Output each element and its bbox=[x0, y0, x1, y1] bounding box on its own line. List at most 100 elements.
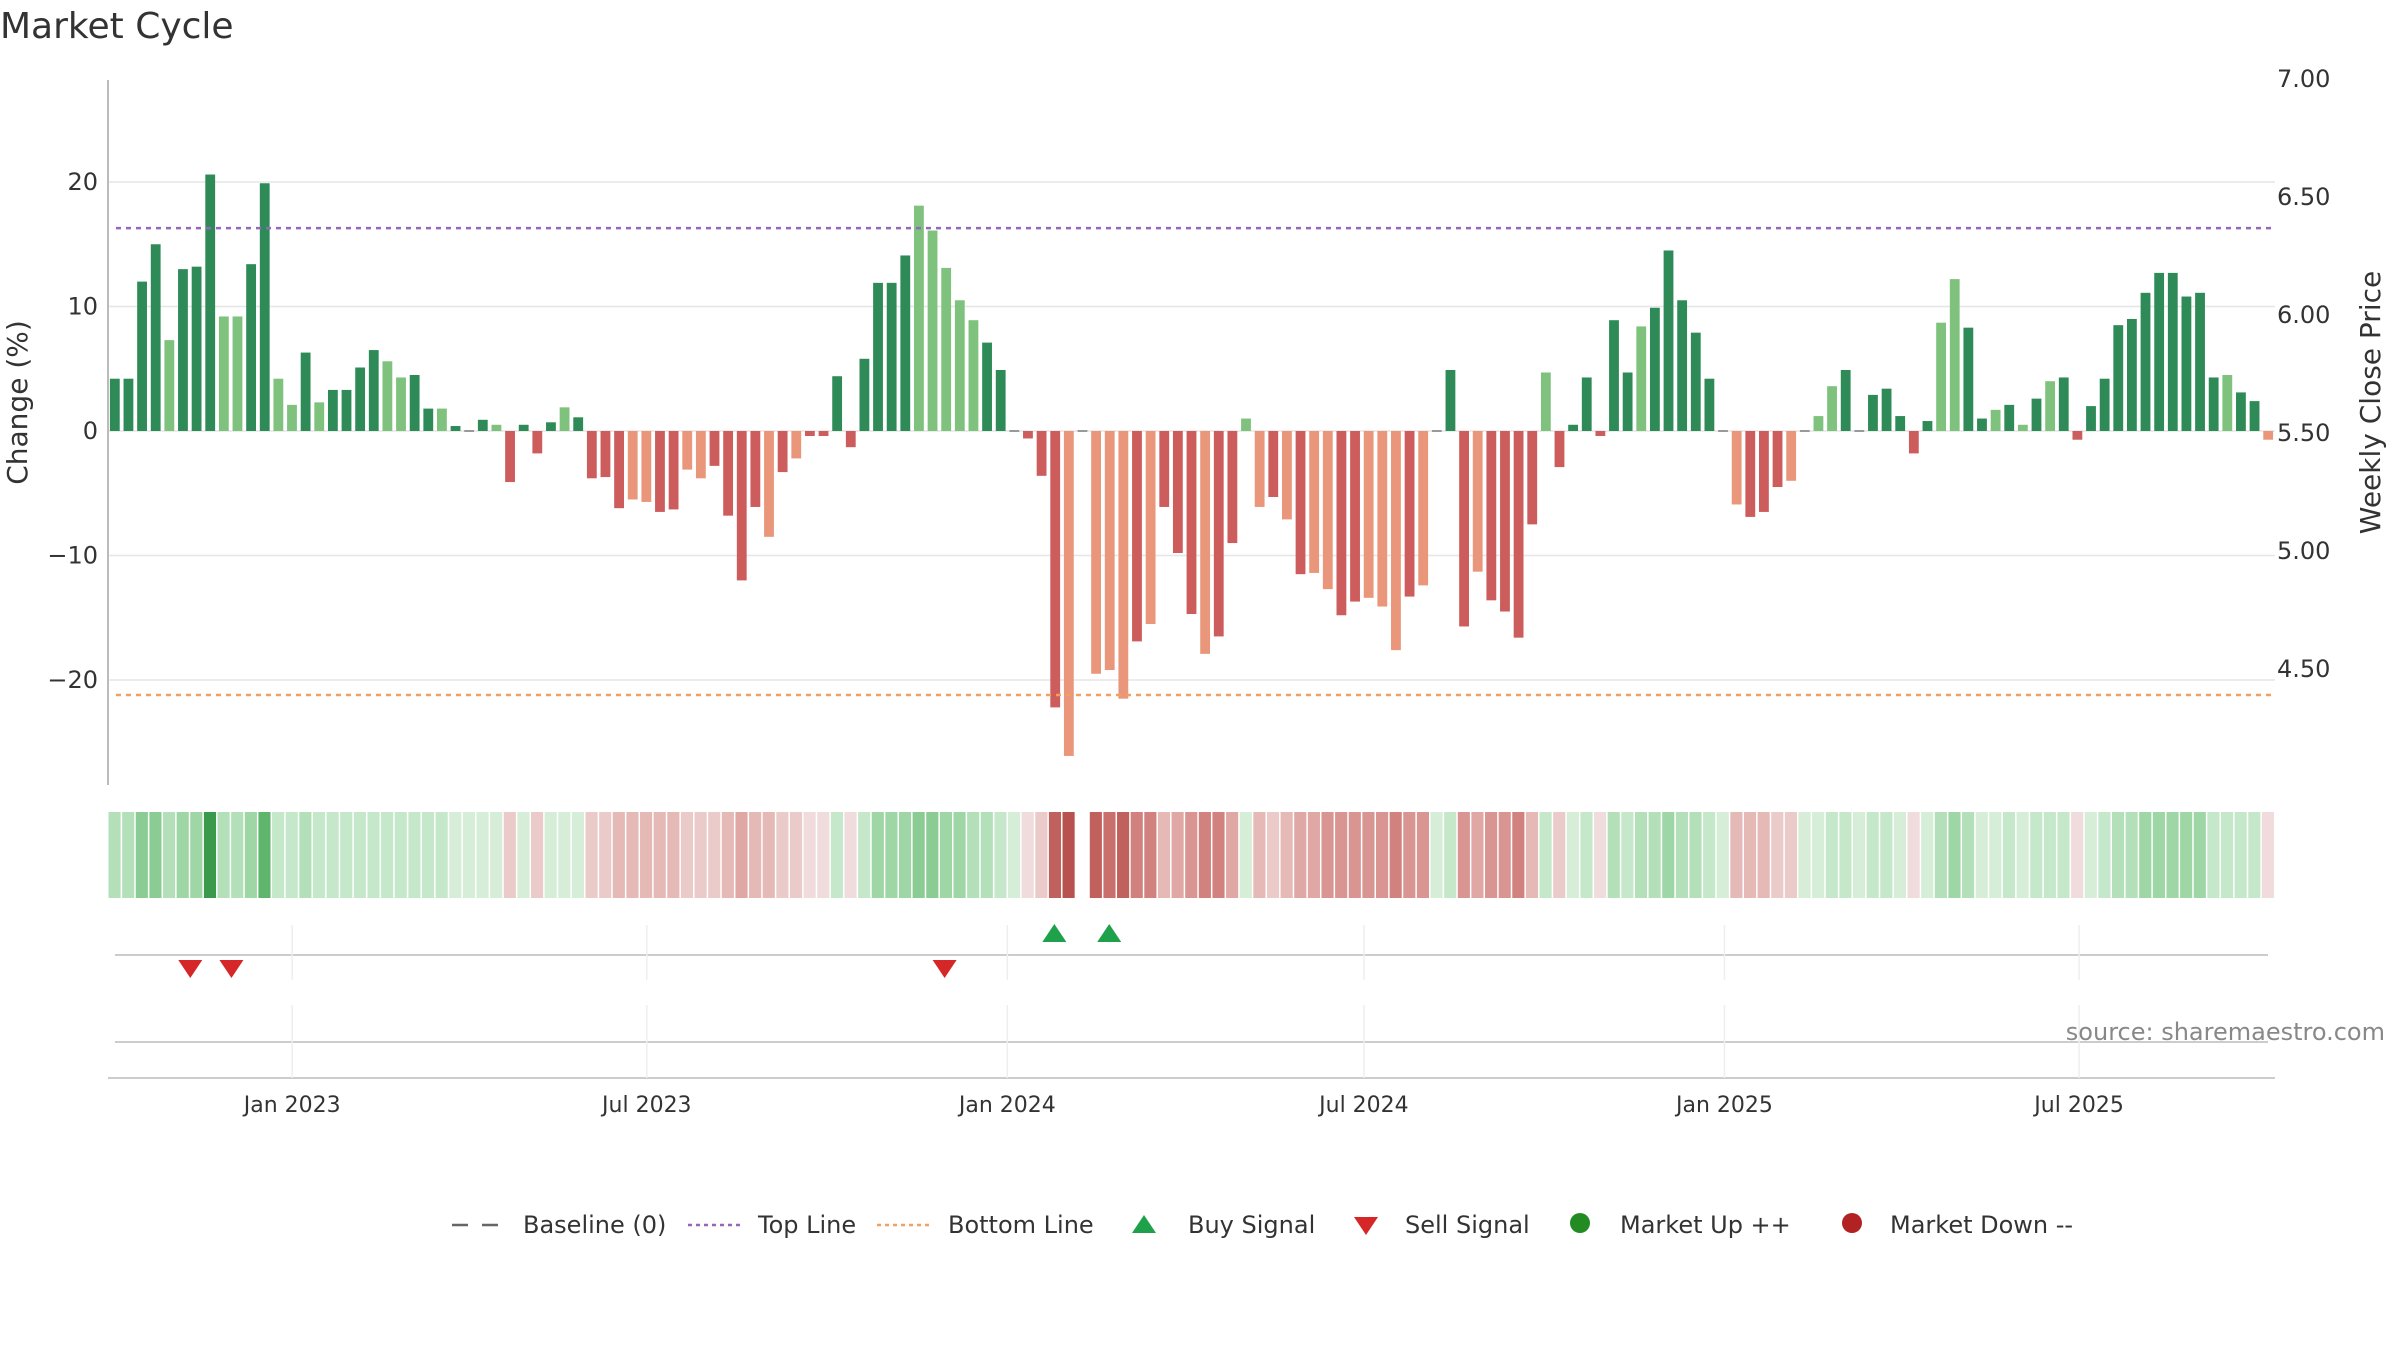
heat-cell bbox=[2207, 812, 2220, 898]
heat-cell bbox=[1403, 812, 1416, 898]
bar bbox=[2222, 374, 2233, 431]
bar bbox=[1799, 430, 1810, 432]
heat-cell bbox=[1798, 812, 1811, 898]
heat-cell bbox=[1921, 812, 1934, 898]
bar bbox=[1241, 418, 1251, 431]
heat-cell bbox=[762, 812, 775, 898]
bar bbox=[2167, 272, 2178, 431]
y-tick-label: 0 bbox=[83, 417, 98, 445]
bar bbox=[1581, 377, 1592, 431]
heat-cell bbox=[1975, 812, 1988, 898]
bar bbox=[1636, 326, 1647, 431]
heat-cell bbox=[1198, 812, 1211, 898]
heat-cell bbox=[1498, 812, 1511, 898]
bar bbox=[1977, 418, 1987, 431]
legend-item-bottom: Bottom Line bbox=[877, 1211, 1094, 1239]
heat-cell bbox=[353, 812, 366, 898]
heat-cell bbox=[871, 812, 884, 898]
y-axis-label-left: Change (%) bbox=[1, 320, 34, 485]
y-tick-label-right: 5.00 bbox=[2277, 537, 2330, 565]
heat-cell bbox=[2030, 812, 2043, 898]
bar bbox=[1486, 431, 1497, 601]
heat-cell bbox=[680, 812, 694, 898]
heat-cell bbox=[1553, 812, 1566, 898]
heat-cell bbox=[694, 812, 707, 898]
heat-cell bbox=[2248, 812, 2261, 898]
heat-cell bbox=[558, 812, 571, 898]
heat-cell bbox=[1784, 812, 1797, 898]
legend-label: Top Line bbox=[757, 1211, 856, 1239]
legend-label: Market Down -- bbox=[1890, 1211, 2073, 1239]
market-heat-strip bbox=[108, 812, 2274, 898]
heat-cell bbox=[2111, 812, 2125, 898]
bar bbox=[109, 378, 120, 431]
legend-label: Market Up ++ bbox=[1620, 1211, 1791, 1239]
heat-cell bbox=[244, 812, 257, 898]
bar bbox=[668, 431, 679, 510]
heat-cell bbox=[1934, 812, 1947, 898]
heat-cell bbox=[1089, 812, 1102, 898]
heat-cell bbox=[1580, 812, 1593, 898]
heat-cell bbox=[1485, 812, 1498, 898]
bar bbox=[859, 358, 870, 431]
circle-icon bbox=[1570, 1213, 1590, 1233]
y-tick-label-right: 5.50 bbox=[2277, 419, 2330, 447]
heat-cell bbox=[272, 812, 285, 898]
bar bbox=[2017, 424, 2028, 431]
bar bbox=[382, 361, 393, 431]
heat-cell bbox=[394, 812, 407, 898]
bar bbox=[1063, 431, 1074, 756]
heat-cell bbox=[476, 812, 489, 898]
bar bbox=[1445, 369, 1456, 431]
heat-cell bbox=[735, 812, 748, 898]
bar bbox=[2004, 404, 2015, 431]
heat-cell bbox=[1294, 812, 1307, 898]
heat-cell bbox=[2071, 812, 2084, 898]
bar bbox=[1186, 431, 1197, 615]
heat-cell bbox=[912, 812, 925, 898]
heat-cell bbox=[1035, 812, 1048, 898]
bar bbox=[505, 431, 515, 483]
bar bbox=[2154, 272, 2165, 431]
bar bbox=[1322, 431, 1333, 590]
heat-cell bbox=[844, 812, 857, 898]
bar bbox=[341, 389, 352, 431]
bar bbox=[627, 431, 638, 500]
bar bbox=[1295, 431, 1306, 575]
legend-item-sell: Sell Signal bbox=[1354, 1211, 1530, 1239]
bar bbox=[1391, 431, 1401, 651]
legend-label: Buy Signal bbox=[1188, 1211, 1315, 1239]
bar bbox=[1009, 430, 1020, 432]
signal-panel bbox=[115, 925, 2268, 980]
heat-cell bbox=[408, 812, 421, 898]
legend-item-mup: Market Up ++ bbox=[1570, 1211, 1791, 1239]
heat-cell bbox=[163, 812, 176, 898]
heat-cell bbox=[203, 812, 217, 898]
bar bbox=[1663, 250, 1674, 431]
bar bbox=[1527, 431, 1538, 525]
bar bbox=[246, 264, 257, 431]
bar bbox=[1500, 431, 1510, 612]
heat-cell bbox=[381, 812, 394, 898]
bar bbox=[1827, 386, 1837, 431]
circle-icon bbox=[1842, 1213, 1862, 1233]
bar bbox=[1268, 431, 1279, 497]
bar bbox=[396, 377, 406, 431]
bar bbox=[259, 183, 270, 431]
bar bbox=[695, 431, 706, 479]
heat-cell bbox=[1389, 812, 1402, 898]
heat-cell bbox=[108, 812, 121, 898]
heat-cell bbox=[149, 812, 162, 898]
heat-cell bbox=[2152, 812, 2165, 898]
heat-cell bbox=[367, 812, 380, 898]
bar bbox=[682, 431, 693, 470]
bar bbox=[1459, 431, 1469, 627]
y-tick-label-right: 6.00 bbox=[2277, 301, 2330, 329]
heat-cell bbox=[435, 812, 448, 898]
bar bbox=[2263, 431, 2274, 440]
bar bbox=[300, 352, 311, 431]
bar bbox=[1118, 431, 1129, 699]
heat-cell bbox=[926, 812, 939, 898]
bar bbox=[205, 174, 216, 431]
bar bbox=[2181, 296, 2192, 431]
